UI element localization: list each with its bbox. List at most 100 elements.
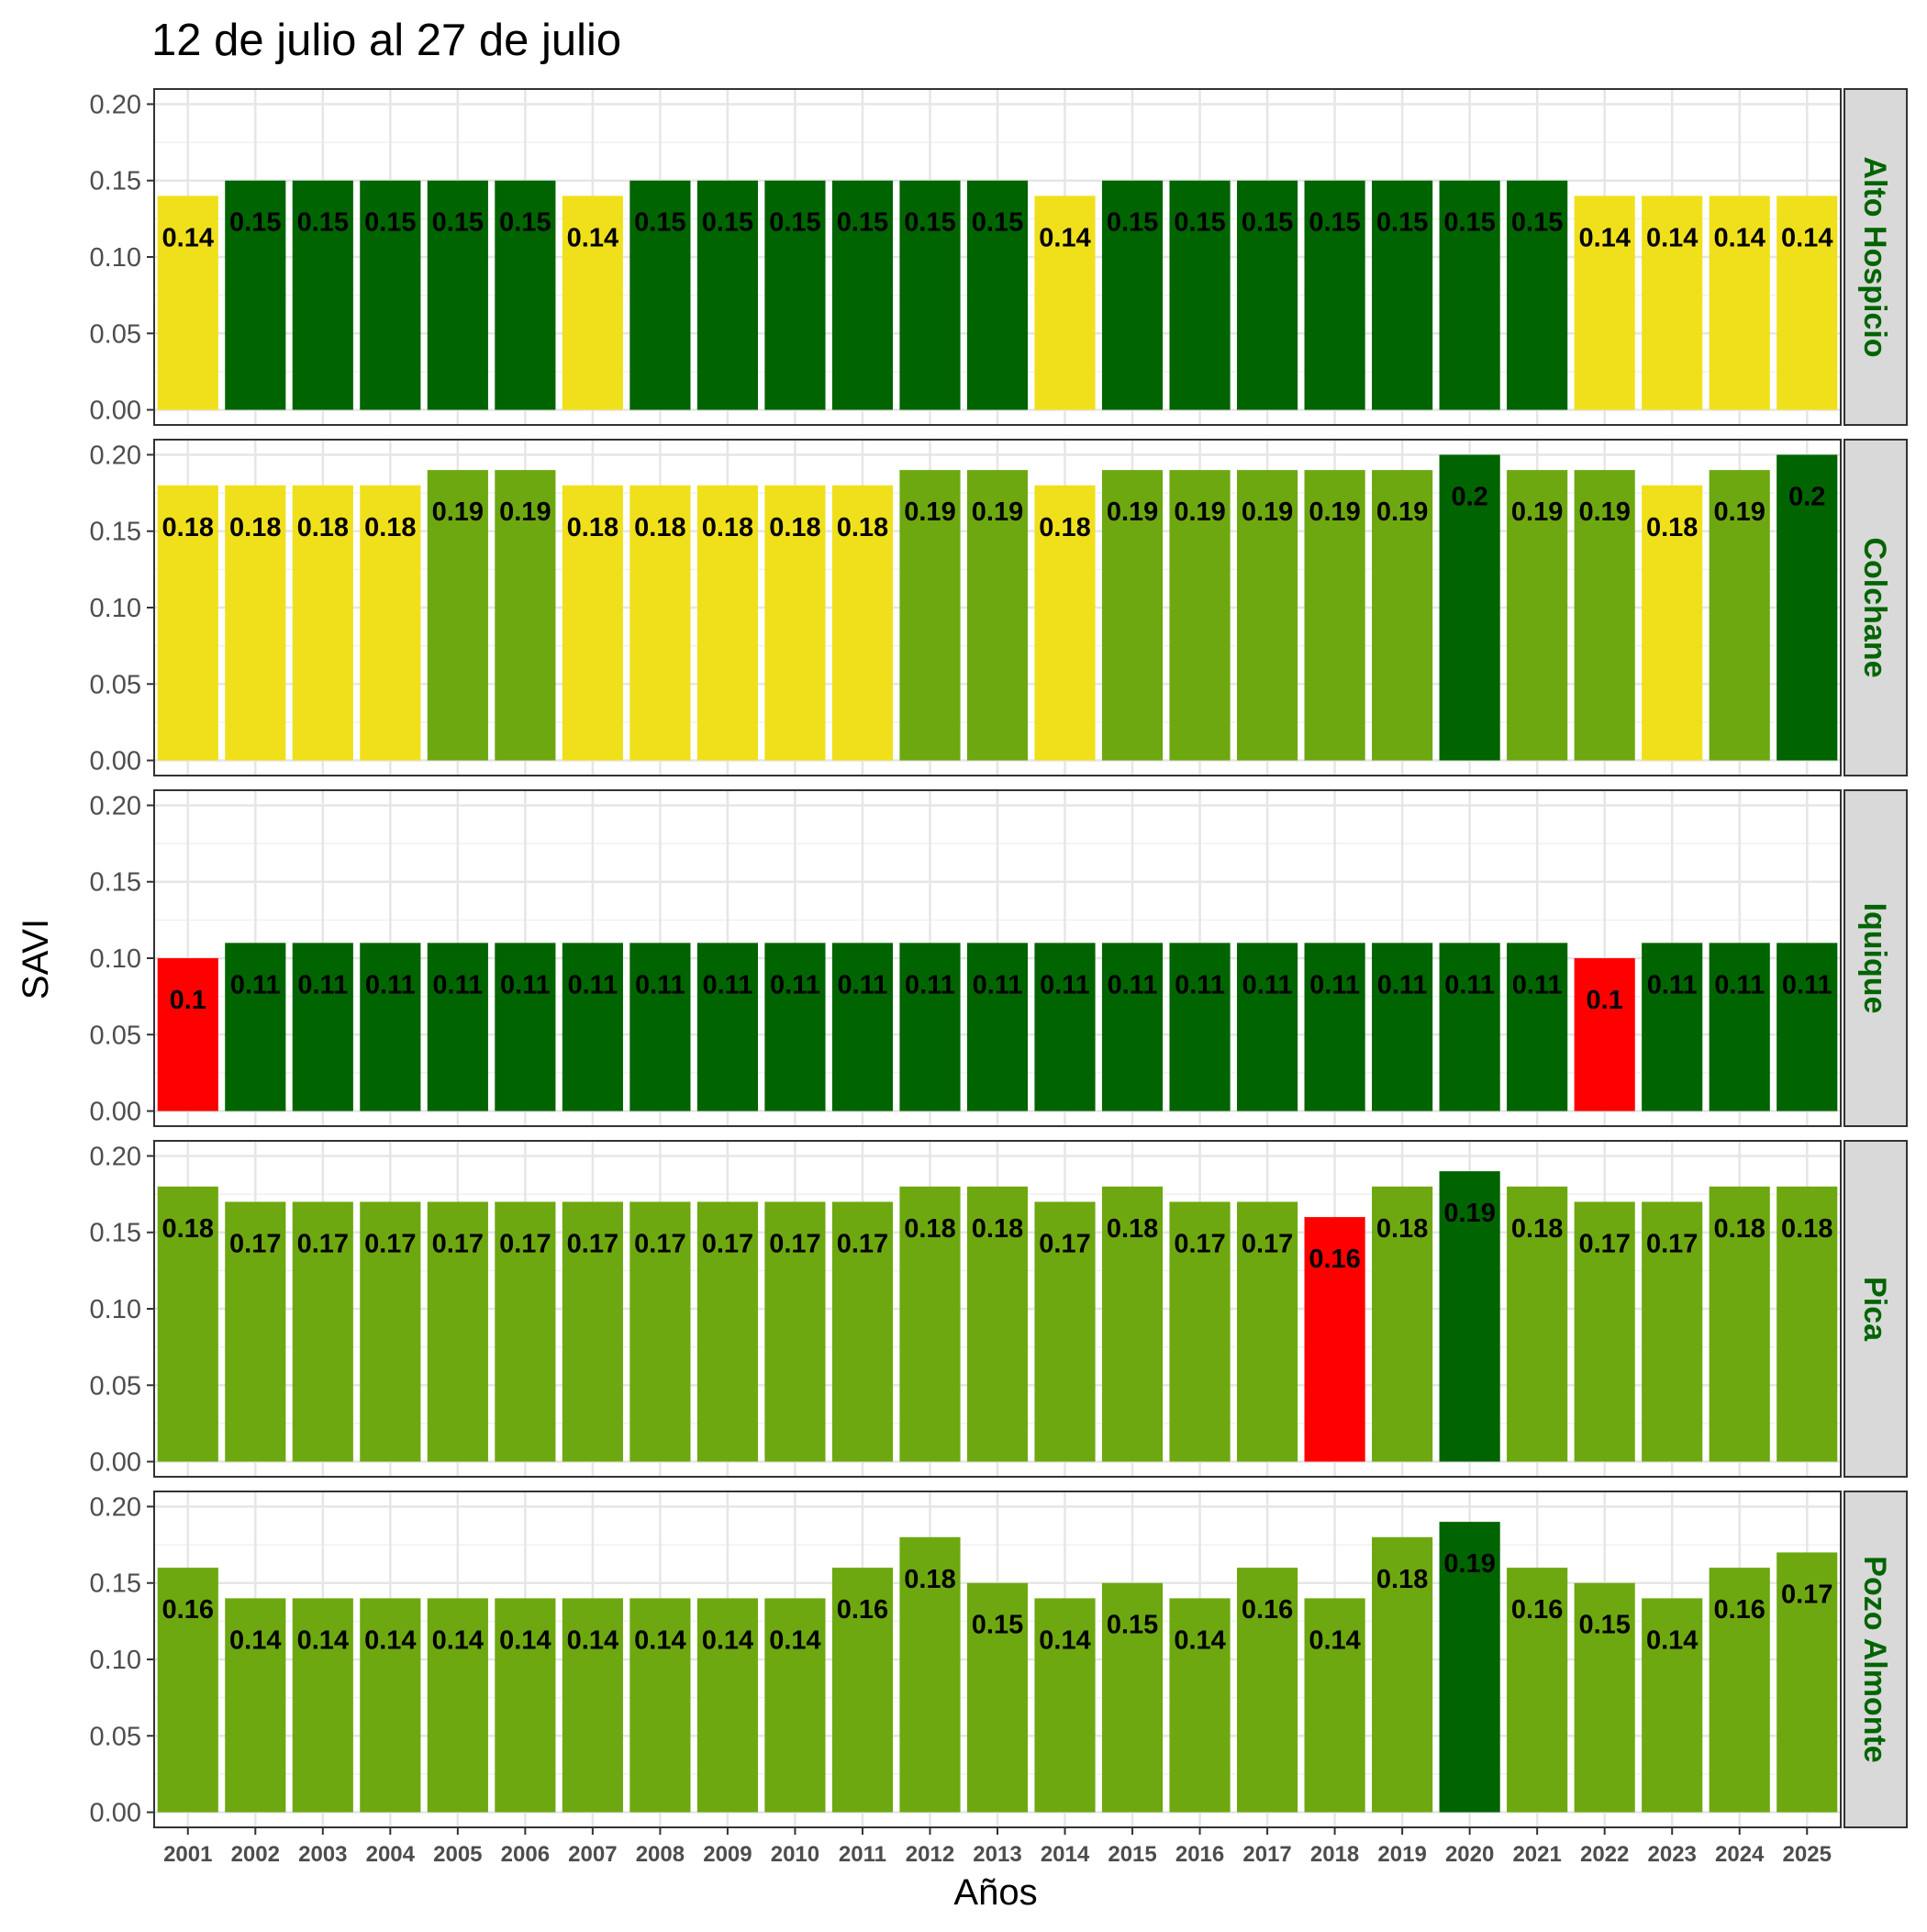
bar-value-label: 0.17 xyxy=(364,1229,416,1258)
bar xyxy=(831,180,894,410)
x-tick-label: 2025 xyxy=(1783,1842,1832,1867)
bar-value-label: 0.18 xyxy=(904,1565,955,1594)
bar-value-label: 0.15 xyxy=(364,208,416,238)
bar-value-label: 0.19 xyxy=(904,497,955,527)
facet-panel: 0.18 0.17 0.17 0.17 0.17 0.17 0.17 0.17 0.17 0.17… xyxy=(90,1140,1908,1478)
facet-strip-label: Iquique xyxy=(1857,903,1892,1014)
bar-value-label: 0.15 xyxy=(1242,208,1293,238)
bar xyxy=(1507,943,1568,1111)
bar-value-label: 0.14 xyxy=(1781,223,1832,252)
bar xyxy=(292,943,353,1111)
facet-strip xyxy=(1843,88,1908,426)
bar xyxy=(1101,180,1164,410)
bar-value-label: 0.14 xyxy=(567,1625,618,1655)
bar-value-label: 0.18 xyxy=(769,513,820,542)
bar xyxy=(1439,180,1500,410)
bar-value-label: 0.2 xyxy=(1788,482,1825,511)
bar-value-label: 0.14 xyxy=(297,1625,349,1655)
bar xyxy=(1304,943,1365,1111)
bar-value-label: 0.14 xyxy=(702,1625,753,1655)
bar-value-label: 0.19 xyxy=(1242,497,1293,527)
bar-value-label: 0.17 xyxy=(702,1229,753,1258)
bar xyxy=(157,485,218,761)
y-tick-label: 0.10 xyxy=(90,1295,141,1324)
y-tick-label: 0.00 xyxy=(90,747,141,776)
x-axis-title: Años xyxy=(953,1872,1037,1913)
bar-value-label: 0.11 xyxy=(1512,970,1563,1000)
bar xyxy=(1101,1186,1164,1462)
bar xyxy=(495,1201,556,1462)
bar xyxy=(427,1201,488,1462)
bar xyxy=(1304,1217,1365,1462)
bar xyxy=(629,943,691,1111)
bar xyxy=(966,180,1029,410)
bar xyxy=(696,180,759,410)
bar xyxy=(1574,1201,1635,1462)
y-tick-label: 0.05 xyxy=(90,1021,141,1050)
bar xyxy=(831,1568,894,1813)
bar xyxy=(966,470,1029,761)
y-tick-label: 0.00 xyxy=(90,1448,141,1478)
x-tick-label: 2013 xyxy=(973,1842,1021,1867)
bar xyxy=(1034,485,1096,761)
bar xyxy=(1642,1201,1703,1462)
y-tick-label: 0.05 xyxy=(90,1371,141,1401)
bar xyxy=(427,1598,488,1813)
bar xyxy=(966,943,1029,1111)
bar-value-label: 0.2 xyxy=(1451,482,1487,511)
x-tick-label: 2011 xyxy=(839,1842,886,1867)
y-tick-label: 0.05 xyxy=(90,1722,141,1751)
bar xyxy=(1574,1582,1635,1813)
bar-value-label: 0.16 xyxy=(1309,1245,1360,1274)
bar xyxy=(899,470,961,761)
bar-value-label: 0.18 xyxy=(567,513,618,542)
bar-value-label: 0.1 xyxy=(170,986,206,1015)
bar-value-label: 0.11 xyxy=(770,970,820,1000)
bar xyxy=(495,470,556,761)
bar xyxy=(764,1201,826,1462)
bar xyxy=(1777,943,1838,1111)
facet-strip xyxy=(1843,1491,1908,1828)
bar-value-label: 0.14 xyxy=(1174,1625,1225,1655)
bar xyxy=(1304,1598,1365,1813)
bar xyxy=(1507,470,1568,761)
bar-value-label: 0.14 xyxy=(229,1625,281,1655)
y-tick-label: 0.00 xyxy=(90,1799,141,1828)
bar xyxy=(1372,180,1433,410)
bar xyxy=(696,1201,759,1462)
bar-value-label: 0.15 xyxy=(1174,208,1225,238)
facet-strip-label: Pica xyxy=(1857,1277,1892,1342)
bar xyxy=(1169,470,1231,761)
bar xyxy=(495,943,556,1111)
bar xyxy=(292,485,353,761)
chart-title: 12 de julio al 27 de julio xyxy=(151,16,621,65)
bar-value-label: 0.17 xyxy=(1242,1229,1293,1258)
bar xyxy=(225,1201,286,1462)
bar-value-label: 0.18 xyxy=(837,513,888,542)
bar-value-label: 0.18 xyxy=(904,1214,955,1244)
bar-value-label: 0.11 xyxy=(973,970,1023,1000)
y-tick-label: 0.20 xyxy=(90,791,141,821)
bar-value-label: 0.11 xyxy=(1782,970,1832,1000)
bar-value-label: 0.19 xyxy=(1443,1549,1495,1579)
bar-value-label: 0.17 xyxy=(432,1229,484,1258)
bar-value-label: 0.15 xyxy=(1578,1611,1630,1640)
bar xyxy=(1101,470,1164,761)
bar-value-label: 0.17 xyxy=(837,1229,888,1258)
bar-value-label: 0.14 xyxy=(634,1625,685,1655)
bar xyxy=(360,485,421,761)
bar-value-label: 0.18 xyxy=(1781,1214,1832,1244)
bar-value-label: 0.11 xyxy=(500,970,551,1000)
bar xyxy=(1709,195,1770,410)
bar-value-label: 0.19 xyxy=(432,497,484,527)
x-tick-label: 2008 xyxy=(636,1842,685,1867)
bar-value-label: 0.16 xyxy=(1511,1595,1563,1625)
y-tick-label: 0.15 xyxy=(90,868,141,898)
bar xyxy=(696,1598,759,1813)
x-tick-label: 2014 xyxy=(1041,1842,1090,1867)
bar xyxy=(1439,943,1500,1111)
bar xyxy=(360,943,421,1111)
x-tick-label: 2006 xyxy=(501,1842,550,1867)
bar-value-label: 0.17 xyxy=(1174,1229,1225,1258)
bar xyxy=(1777,1186,1838,1462)
